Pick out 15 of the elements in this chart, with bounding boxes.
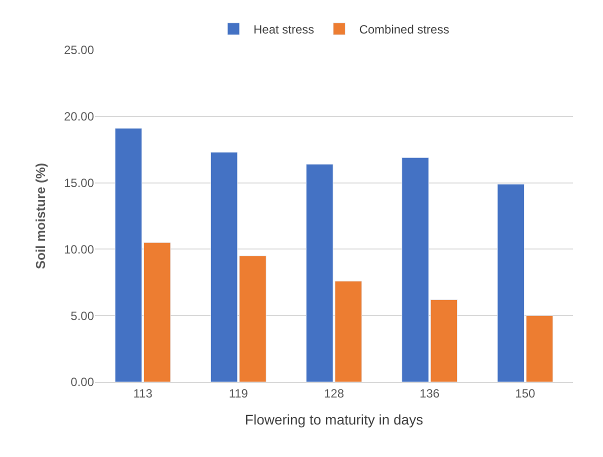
legend-label: Combined stress — [359, 22, 450, 37]
x-axis-title: Flowering to maturity in days — [244, 412, 424, 428]
x-tick-label: 136 — [420, 386, 440, 400]
y-tick-label: 5.00 — [70, 308, 94, 323]
y-axis-title: Soil moisture (%) — [32, 162, 48, 270]
y-tick-label: 25.00 — [64, 43, 94, 58]
x-tick-label: 119 — [228, 386, 248, 400]
x-tick-label: 150 — [515, 386, 536, 400]
x-tick-label: 128 — [324, 386, 344, 400]
y-tick-label: 0.00 — [70, 375, 94, 390]
y-tick-label: 10.00 — [64, 242, 94, 256]
legend-label: Heat stress — [254, 22, 314, 37]
y-tick-label: 15.00 — [64, 176, 94, 190]
y-tick-label: 20.00 — [64, 110, 94, 124]
x-tick-label: 113 — [133, 386, 153, 400]
